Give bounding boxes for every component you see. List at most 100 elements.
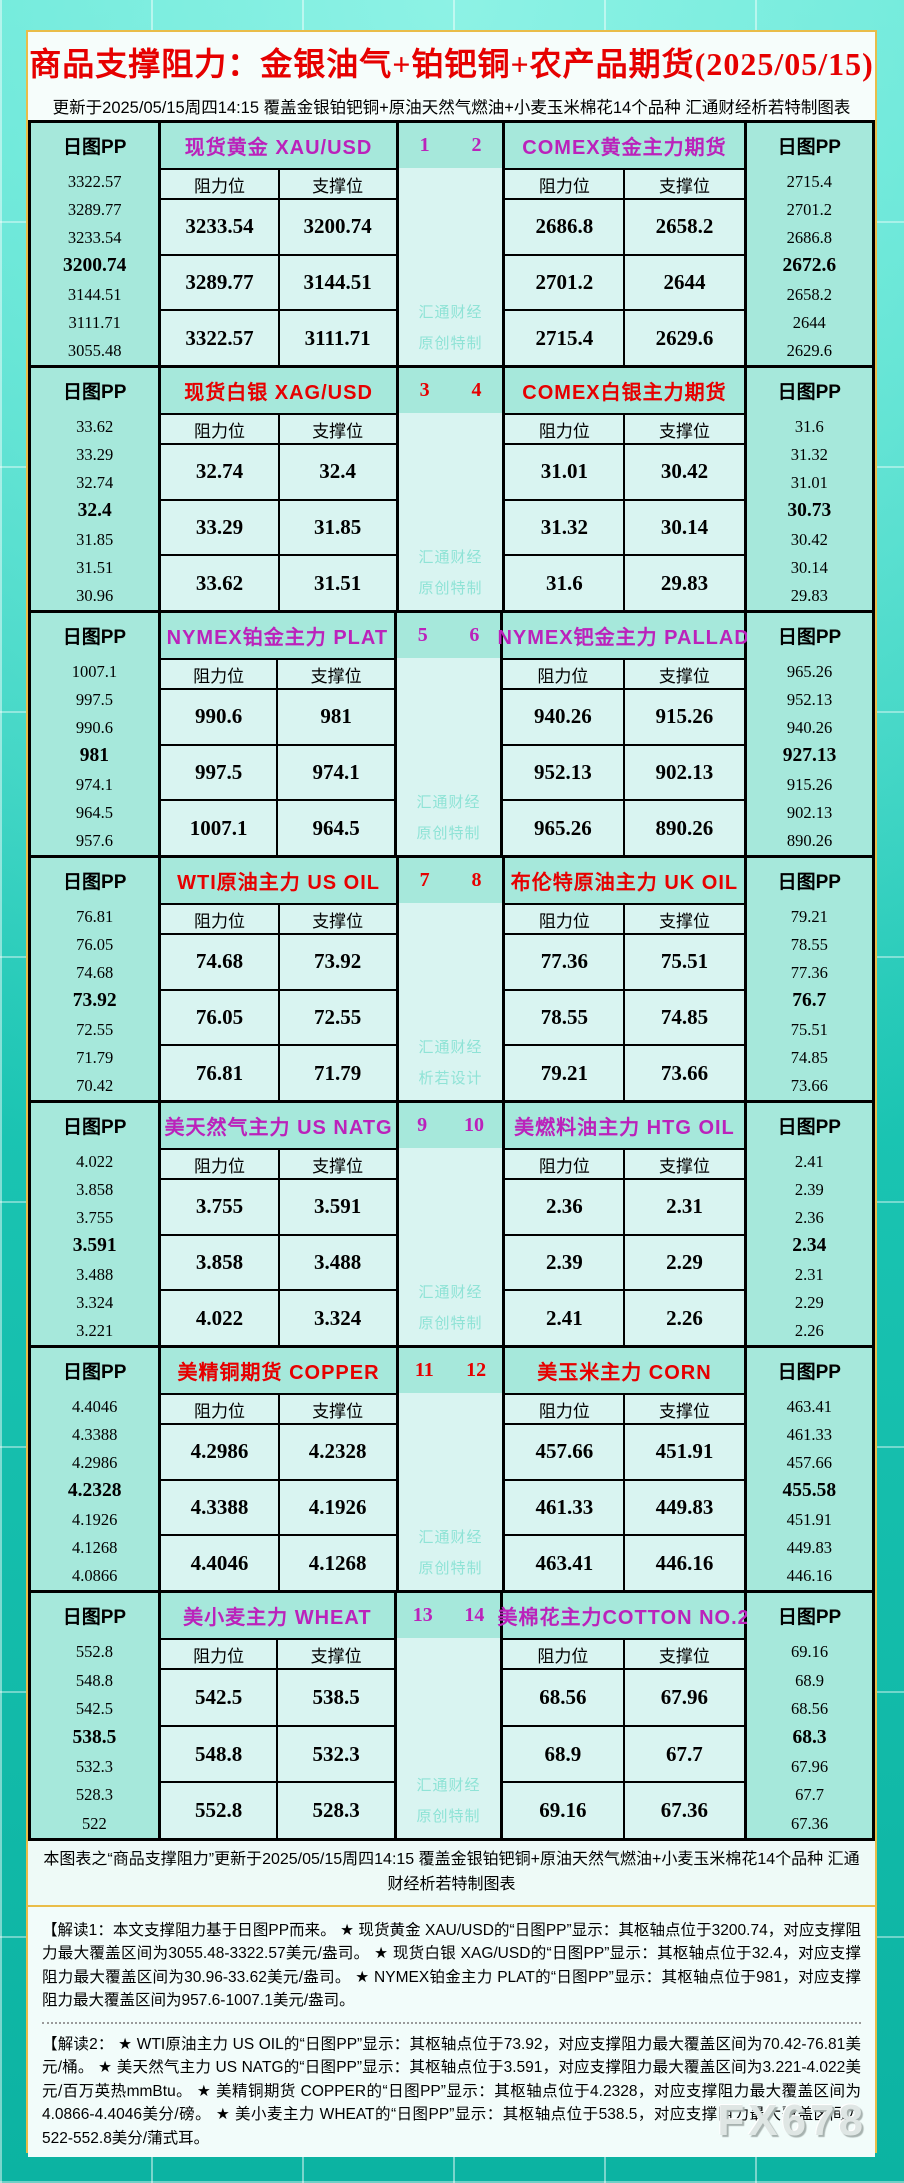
support-value: 915.26 xyxy=(655,704,714,729)
resistance-header: 阻力位 xyxy=(161,1640,279,1668)
table-row: 76.81 71.79 xyxy=(161,1046,395,1101)
support-value: 538.5 xyxy=(312,1684,360,1709)
instrument-indices: 7 8 xyxy=(398,858,503,903)
resistance-value: 548.8 xyxy=(161,1726,279,1782)
pp-level: 3144.51 xyxy=(67,284,122,304)
resistance-value: 940.26 xyxy=(503,690,625,744)
resistance-value: 79.21 xyxy=(505,1046,626,1101)
instrument-block: 日图PP 4.4046 4.3388 4.2986 4.2328 4.1926 … xyxy=(31,1348,872,1593)
daily-pp-label: 日图PP xyxy=(777,382,841,403)
resistance-value: 4.3388 xyxy=(161,1480,280,1535)
table-row: 457.66 451.91 xyxy=(505,1425,744,1481)
resistance-header: 阻力位 xyxy=(161,905,280,933)
support-value: 32.4 xyxy=(319,459,356,484)
rs-table-right: 阻力位 支撑位 77.36 75.51 78.55 74.85 79.21 73… xyxy=(505,903,744,1101)
support-value: 449.83 xyxy=(655,1495,714,1519)
resistance-value: 2.36 xyxy=(505,1180,626,1234)
pp-level: 72.55 xyxy=(76,1019,114,1039)
pp-level: 74.68 xyxy=(76,963,114,983)
pp-level: 2.36 xyxy=(794,1208,824,1228)
table-row: 3.755 3.591 xyxy=(161,1180,396,1236)
instrument-title-right: NYMEX钯金主力 PALLAD xyxy=(497,627,750,649)
resistance-value: 68.9 xyxy=(503,1726,625,1782)
resistance-header: 阻力位 xyxy=(505,1395,626,1423)
rs-table-left: 阻力位 支撑位 4.2986 4.2328 4.3388 4.1926 4.40… xyxy=(161,1393,396,1591)
table-row: 3322.57 3111.71 xyxy=(161,311,395,366)
table-row: 2.36 2.31 xyxy=(505,1180,744,1236)
resistance-value: 2715.4 xyxy=(505,311,626,366)
resistance-header: 阻力位 xyxy=(505,1150,626,1178)
pp-level-pivot: 73.92 xyxy=(72,990,117,1012)
pp-level: 3.324 xyxy=(76,1292,114,1312)
daily-pp-column-left: 日图PP 4.022 3.858 3.755 3.591 3.488 3.324… xyxy=(31,1103,159,1345)
resistance-value: 2686.8 xyxy=(505,200,626,254)
support-value: 67.36 xyxy=(660,1798,708,1823)
pp-level: 542.5 xyxy=(75,1699,113,1719)
pp-level: 76.05 xyxy=(76,935,114,955)
support-value: 964.5 xyxy=(312,815,360,840)
pp-level: 32.74 xyxy=(76,473,114,493)
support-value: 2.29 xyxy=(666,1250,703,1274)
pp-level: 532.3 xyxy=(75,1756,113,1776)
pp-level-pivot: 2672.6 xyxy=(782,255,837,277)
daily-pp-label: 日图PP xyxy=(777,137,841,158)
pp-level: 78.55 xyxy=(790,935,828,955)
support-value: 4.2328 xyxy=(308,1439,367,1464)
support-value: 31.51 xyxy=(313,570,362,595)
pp-level: 31.32 xyxy=(790,445,828,465)
pp-level-pivot: 76.7 xyxy=(792,990,827,1012)
support-value: 2644 xyxy=(663,270,706,294)
watermark-line2: 原创特制 xyxy=(418,1315,483,1332)
pp-level: 964.5 xyxy=(75,802,113,822)
rs-table-right: 阻力位 支撑位 2686.8 2658.2 2701.2 2644 2715.4… xyxy=(505,168,744,366)
resistance-value: 990.6 xyxy=(161,690,279,744)
support-value: 974.1 xyxy=(312,760,360,784)
watermark-line1: 汇通财经 xyxy=(418,1529,483,1546)
support-value: 3144.51 xyxy=(303,270,372,294)
pp-level: 3055.48 xyxy=(67,340,122,360)
resistance-value: 33.29 xyxy=(161,500,280,555)
index-column: 9 10 汇通财经 原创特制 xyxy=(398,1103,503,1345)
watermark: 汇通财经 原创特制 xyxy=(399,1393,503,1590)
watermark-line1: 汇通财经 xyxy=(416,794,481,811)
instrument-title-left: WTI原油主力 US OIL xyxy=(177,872,380,894)
pp-level: 33.29 xyxy=(76,445,114,465)
daily-pp-label: 日图PP xyxy=(63,382,127,403)
pp-level: 2.31 xyxy=(794,1264,824,1284)
title-box: 商品支撑阻力：金银油气+铂钯铜+农产品期货(2025/05/15) 更新于202… xyxy=(28,32,875,120)
daily-pp-column-right: 日图PP 2715.4 2701.2 2686.8 2672.6 2658.2 … xyxy=(746,123,872,365)
pp-level: 4.3388 xyxy=(72,1425,118,1445)
pp-level: 3.858 xyxy=(76,1180,114,1200)
watermark-line1: 汇通财经 xyxy=(418,549,483,566)
table-row: 4.3388 4.1926 xyxy=(161,1480,396,1537)
pp-level: 3111.71 xyxy=(68,312,121,332)
support-value: 981 xyxy=(320,704,352,729)
resistance-value: 74.68 xyxy=(161,935,280,989)
pp-level: 2629.6 xyxy=(786,340,832,360)
daily-pp-label: 日图PP xyxy=(63,1117,127,1138)
support-header: 支撑位 xyxy=(658,1401,710,1421)
daily-pp-label: 日图PP xyxy=(62,627,127,648)
pp-level: 3.488 xyxy=(76,1264,114,1284)
pp-level: 30.42 xyxy=(790,529,828,549)
support-header: 支撑位 xyxy=(312,1156,364,1176)
index-right: 6 xyxy=(469,624,480,646)
pp-level: 3233.54 xyxy=(67,228,122,248)
support-value: 67.7 xyxy=(666,1741,703,1766)
support-value: 30.42 xyxy=(660,459,709,484)
support-value: 74.85 xyxy=(660,1005,709,1029)
instrument-title-left: 现货黄金 XAU/USD xyxy=(184,137,373,159)
instrument-block: 日图PP 76.81 76.05 74.68 73.92 72.55 71.79… xyxy=(31,858,872,1103)
pp-level: 902.13 xyxy=(786,802,833,822)
index-left: 13 xyxy=(412,1604,433,1626)
rs-table-left: 阻力位 支撑位 542.5 538.5 548.8 532.3 552.8 52… xyxy=(160,1638,394,1839)
support-value: 4.1926 xyxy=(308,1495,367,1519)
daily-pp-label: 日图PP xyxy=(777,872,841,893)
resistance-header: 阻力位 xyxy=(161,660,279,688)
pp-level-pivot: 927.13 xyxy=(782,745,837,767)
resistance-header: 阻力位 xyxy=(161,1150,280,1178)
pp-level: 33.62 xyxy=(76,417,114,437)
support-value: 29.83 xyxy=(660,570,709,595)
instrument-panel-right: 布伦特原油主力 UK OIL 阻力位 支撑位 77.36 75.51 78.55… xyxy=(502,858,747,1101)
resistance-value: 4.2986 xyxy=(161,1425,280,1479)
